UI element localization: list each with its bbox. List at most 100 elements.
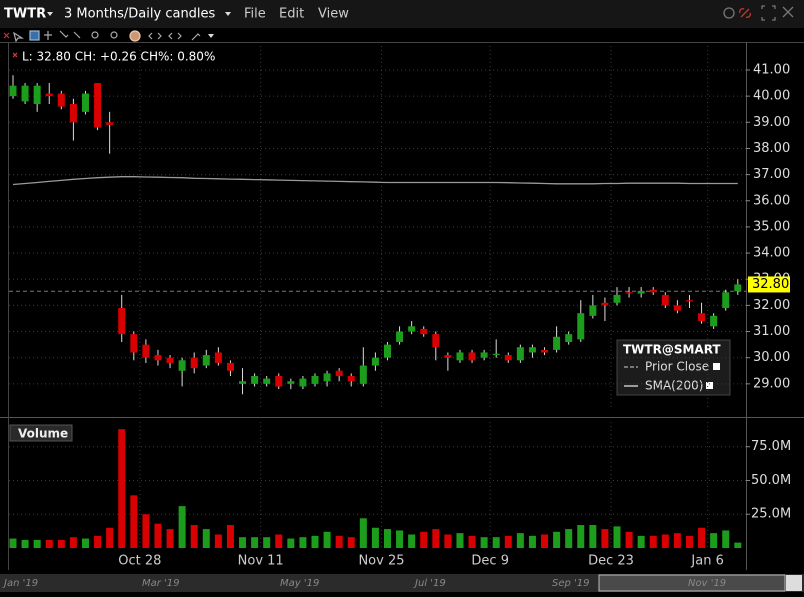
legend-entry: SMA(200)	[645, 379, 703, 393]
tool-icon[interactable]	[3, 32, 10, 39]
y-tick-label: 29.00	[753, 376, 790, 391]
volume-bar	[154, 523, 162, 548]
volume-bar	[480, 537, 488, 548]
navigator-label: Sep '19	[552, 578, 590, 589]
tool-icon[interactable]	[148, 32, 162, 40]
symbol[interactable]: TWTR	[4, 7, 46, 22]
candle-body	[323, 373, 331, 382]
dropdown-arrow[interactable]	[208, 34, 214, 38]
crosshair-icon[interactable]	[129, 30, 141, 42]
zoom-in-icon[interactable]	[91, 31, 99, 39]
volume-bar	[81, 538, 89, 548]
zoom-out-icon[interactable]	[110, 31, 118, 39]
tool-icon[interactable]	[191, 33, 201, 41]
volume-bar	[359, 518, 367, 548]
volume-bar	[251, 537, 259, 548]
volume-bar	[335, 535, 343, 548]
candle-body	[33, 85, 41, 104]
volume-bar	[142, 514, 150, 548]
price-info: L: 32.80 CH: +0.26 CH%: 0.80%	[22, 50, 215, 64]
volume-bar	[214, 534, 222, 548]
settings-icon[interactable]	[723, 7, 735, 19]
tool-icon[interactable]	[44, 31, 52, 40]
candle-body	[601, 302, 609, 306]
volume-bar	[33, 539, 41, 548]
candle-body	[21, 85, 29, 102]
candle-body	[577, 313, 585, 340]
dropdown-arrow[interactable]	[47, 12, 53, 16]
volume-title-box	[9, 424, 73, 442]
candle-body	[166, 357, 174, 363]
navigator-label: Jul '19	[413, 578, 446, 589]
candle-body	[239, 381, 247, 384]
volume-bar	[287, 538, 295, 548]
tool-icon[interactable]	[29, 30, 40, 41]
candle-body	[396, 331, 404, 342]
volume-bar	[45, 539, 53, 548]
candle-body	[504, 355, 512, 361]
navigator-window[interactable]	[598, 574, 786, 592]
candle-body	[637, 290, 645, 294]
legend-checkbox[interactable]	[713, 363, 720, 370]
volume-bar	[528, 535, 536, 548]
volume-bar	[432, 529, 440, 548]
tool-icon[interactable]	[168, 32, 182, 40]
volume-bar	[613, 526, 621, 548]
candle-body	[106, 122, 114, 125]
close-study-icon[interactable]	[12, 52, 18, 58]
volume-bar	[565, 529, 573, 548]
legend-checkbox[interactable]	[706, 382, 713, 389]
y-tick-label: 34.00	[753, 246, 790, 261]
close-icon[interactable]	[782, 6, 794, 18]
y-tick-label: 50.0M	[751, 473, 791, 488]
volume-bar	[516, 533, 524, 548]
volume-bar	[661, 534, 669, 548]
volume-bar	[601, 529, 609, 548]
tool-icon[interactable]	[59, 30, 81, 39]
candle-body	[130, 334, 138, 353]
volume-bar	[685, 535, 693, 548]
volume-bar	[468, 535, 476, 548]
menu-item[interactable]: Edit	[279, 7, 304, 22]
volume-bar	[625, 531, 633, 548]
menu-item[interactable]: View	[318, 7, 349, 22]
y-tick-label: 38.00	[753, 141, 790, 156]
volume-bar	[299, 537, 307, 548]
volume-bar	[408, 534, 416, 548]
tool-icon[interactable]	[13, 31, 25, 43]
volume-bar	[311, 535, 319, 548]
navigator-label: Mar '19	[142, 578, 180, 589]
candle-body	[613, 294, 621, 303]
dropdown-arrow[interactable]	[225, 12, 231, 16]
volume-bar	[673, 533, 681, 548]
volume-bar	[190, 525, 198, 548]
volume-bar	[649, 535, 657, 548]
volume-bar	[21, 539, 29, 548]
volume-bar	[239, 537, 247, 548]
menu-item[interactable]: File	[244, 7, 266, 22]
volume-bar	[263, 537, 271, 548]
volume-bar	[166, 529, 174, 548]
x-tick-label: Nov 11	[238, 554, 284, 569]
x-tick-label: Jan 6	[690, 554, 723, 569]
candle-body	[371, 357, 379, 366]
link-icon[interactable]	[739, 8, 751, 18]
legend-title: TWTR@SMART	[623, 343, 721, 357]
candle-body	[383, 344, 391, 358]
candle-body	[553, 336, 561, 350]
candle-body	[9, 85, 17, 97]
y-tick-label: 30.00	[753, 350, 790, 365]
candle-body	[565, 334, 573, 342]
candle-body	[81, 93, 89, 112]
expand-icon[interactable]	[761, 5, 776, 21]
navigator-handle[interactable]	[786, 575, 802, 591]
volume-bar	[553, 531, 561, 548]
volume-bar	[698, 527, 706, 548]
navigator-label: May '19	[280, 578, 319, 589]
volume-bar	[371, 527, 379, 548]
title-bar	[0, 0, 804, 28]
period[interactable]: 3 Months/Daily candles	[64, 7, 216, 22]
volume-bar	[637, 535, 645, 548]
x-tick-label: Oct 28	[118, 554, 161, 569]
